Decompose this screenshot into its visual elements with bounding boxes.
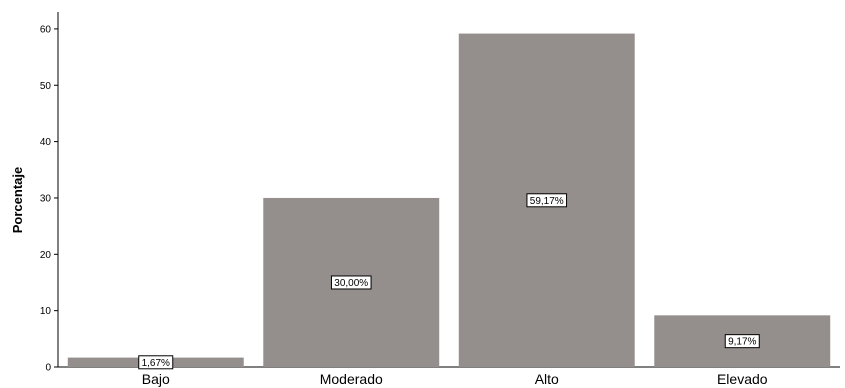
x-tick-label: Alto xyxy=(535,371,559,387)
x-tick-label: Elevado xyxy=(717,371,768,387)
y-axis-title: Porcentaje xyxy=(10,167,25,233)
y-tick-label: 10 xyxy=(40,306,52,317)
data-label: 59,17% xyxy=(526,193,568,208)
x-tick-label: Moderado xyxy=(320,371,383,387)
data-label-box xyxy=(138,355,174,370)
data-label-text: 9,17% xyxy=(728,337,756,348)
data-label-text: 30,00% xyxy=(334,278,368,289)
data-label-box xyxy=(724,334,760,349)
y-tick-label: 0 xyxy=(45,363,51,374)
y-tick-label: 50 xyxy=(40,81,52,92)
data-label-text: 59,17% xyxy=(530,196,564,207)
data-label-box xyxy=(526,193,568,208)
data-label-box xyxy=(330,275,372,290)
y-tick-label: 40 xyxy=(40,137,52,148)
y-tick-label: 20 xyxy=(40,250,52,261)
data-labels: 1,67% 30,00% 59,17% 9,17% xyxy=(138,193,760,370)
data-label-text: 1,67% xyxy=(142,358,170,369)
bars xyxy=(67,33,831,367)
y-axis: 0 10 20 30 40 50 60 Porcentaje xyxy=(10,12,59,374)
y-axis-ticks: 0 10 20 30 40 50 60 xyxy=(40,24,58,374)
x-axis-labels: Bajo Moderado Alto Elevado xyxy=(142,371,768,387)
data-label: 9,17% xyxy=(724,334,760,349)
y-tick-label: 30 xyxy=(40,193,52,204)
data-label: 30,00% xyxy=(330,275,372,290)
x-axis: Bajo Moderado Alto Elevado xyxy=(58,366,840,387)
x-tick-label: Bajo xyxy=(142,371,170,387)
data-label: 1,67% xyxy=(138,355,174,370)
y-tick-label: 60 xyxy=(40,24,52,35)
